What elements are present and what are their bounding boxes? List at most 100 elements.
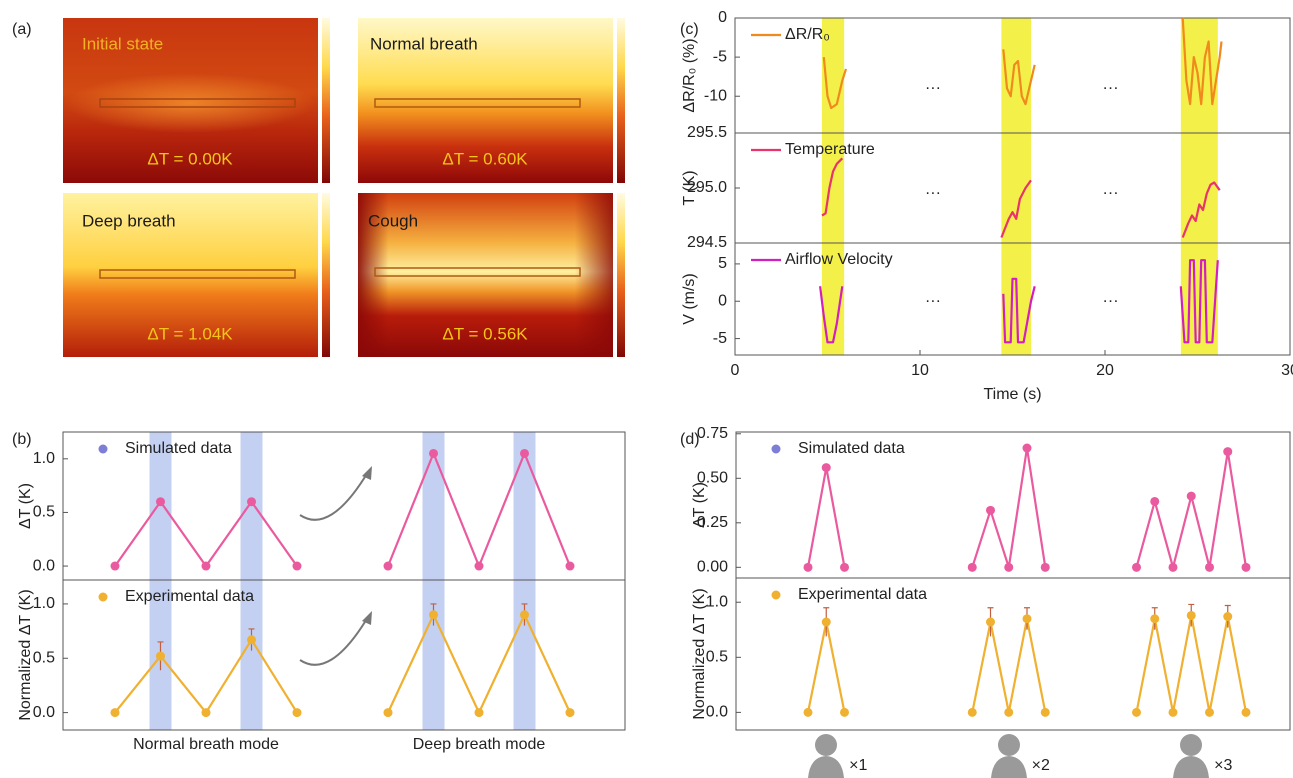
highlight-band xyxy=(513,580,536,730)
series-line xyxy=(114,613,571,714)
x-tick-label: 10 xyxy=(911,362,929,379)
y-tick-label: 0.0 xyxy=(33,704,55,721)
heatmap-title: Normal breath xyxy=(370,34,478,53)
y-tick-label: -5 xyxy=(713,48,727,65)
data-point xyxy=(967,707,977,717)
legend-label: Airflow Velocity xyxy=(785,251,893,268)
heatmap: Deep breath ΔT = 1.04K xyxy=(63,193,330,357)
legend-label: Simulated data xyxy=(798,440,905,457)
data-point xyxy=(520,610,529,620)
annotation: ··· xyxy=(1103,185,1119,202)
data-point xyxy=(1241,562,1251,572)
data-point xyxy=(1150,496,1160,506)
x-tick-label: 30 xyxy=(1281,362,1293,379)
panel-label: (b) xyxy=(12,431,32,448)
y-tick-label: 295.0 xyxy=(687,179,727,196)
data-point xyxy=(383,708,393,718)
data-point xyxy=(1168,562,1178,572)
data-point xyxy=(1004,562,1014,572)
data-point xyxy=(840,707,849,717)
arrow xyxy=(299,471,369,521)
arrow xyxy=(299,616,369,666)
data-point xyxy=(474,561,484,571)
y-tick-label: 0.0 xyxy=(33,557,55,574)
series-line xyxy=(822,17,1223,110)
y-axis-label: Normalized ΔT (K) xyxy=(17,589,34,720)
heatmap-caption: ΔT = 0.60K xyxy=(442,149,528,168)
data-point xyxy=(110,708,120,718)
data-point xyxy=(292,708,302,718)
annotation: ··· xyxy=(1103,292,1119,309)
highlight-band xyxy=(240,580,263,730)
data-point xyxy=(1004,707,1014,717)
y-tick-label: 0.5 xyxy=(33,504,55,521)
panel-label: (a) xyxy=(12,21,32,38)
data-point xyxy=(565,561,575,571)
y-tick-label: 1.0 xyxy=(33,450,55,467)
y-tick-label: 0 xyxy=(718,292,727,309)
y-tick-label: -10 xyxy=(704,87,727,104)
data-point xyxy=(986,617,995,627)
x-tick-label: 20 xyxy=(1096,362,1114,379)
heatmap-caption: ΔT = 0.56K xyxy=(442,324,528,343)
panel-label: (d) xyxy=(680,431,700,448)
plot-frame xyxy=(62,579,626,731)
heatmap: Initial state ΔT = 0.00K xyxy=(63,18,330,183)
y-axis-label: V (m/s) xyxy=(681,273,698,325)
legend-marker xyxy=(771,444,781,454)
data-point xyxy=(1223,612,1233,622)
data-point xyxy=(821,463,831,473)
data-point xyxy=(429,610,438,620)
y-axis-label: T (K) xyxy=(681,170,698,205)
data-point xyxy=(383,561,393,571)
annotation: ··· xyxy=(925,80,941,97)
highlight-band xyxy=(821,18,845,133)
data-point xyxy=(967,562,977,572)
category-label: Normal breath mode xyxy=(133,736,279,753)
data-point xyxy=(247,635,256,645)
y-tick-label: 0.50 xyxy=(697,470,728,487)
data-point xyxy=(803,707,813,717)
data-point xyxy=(565,708,575,718)
data-point xyxy=(1205,562,1214,572)
heatmap-caption: ΔT = 1.04K xyxy=(147,324,233,343)
category-label: ×2 xyxy=(1032,757,1050,774)
data-point xyxy=(1022,443,1032,453)
data-point xyxy=(803,562,813,572)
data-point xyxy=(1022,614,1032,624)
y-tick-label: -5 xyxy=(713,330,727,347)
y-tick-label: 1.0 xyxy=(706,593,728,610)
series-line xyxy=(806,446,1248,569)
annotation: ··· xyxy=(925,292,941,309)
arrow-head xyxy=(362,611,372,625)
y-axis-label: ΔT (K) xyxy=(691,482,708,528)
arrow-head xyxy=(362,466,372,480)
data-point xyxy=(156,497,165,507)
data-point xyxy=(201,561,211,571)
data-point xyxy=(474,708,484,718)
data-point xyxy=(1186,610,1196,620)
data-point xyxy=(1132,707,1141,717)
x-tick-label: 0 xyxy=(731,362,740,379)
y-tick-label: 0.75 xyxy=(697,425,728,442)
series-line xyxy=(821,157,1221,238)
category-label: ×3 xyxy=(1214,757,1232,774)
y-tick-label: 0.25 xyxy=(697,514,728,531)
legend-marker xyxy=(771,590,781,600)
highlight-band xyxy=(821,243,845,355)
x-axis-label: Time (s) xyxy=(983,386,1041,403)
y-tick-label: 1.0 xyxy=(33,595,55,612)
y-tick-label: 0.5 xyxy=(33,649,55,666)
annotation: ··· xyxy=(1103,80,1119,97)
y-axis-label: ΔT (K) xyxy=(17,483,34,529)
data-point xyxy=(1150,614,1160,624)
heatmap-title: Initial state xyxy=(82,34,163,53)
y-tick-label: 0.5 xyxy=(706,649,728,666)
series-line xyxy=(819,259,1219,344)
data-point xyxy=(110,561,120,571)
y-tick-label: 295.5 xyxy=(687,124,727,141)
data-point xyxy=(1186,491,1196,501)
data-point xyxy=(520,448,529,458)
